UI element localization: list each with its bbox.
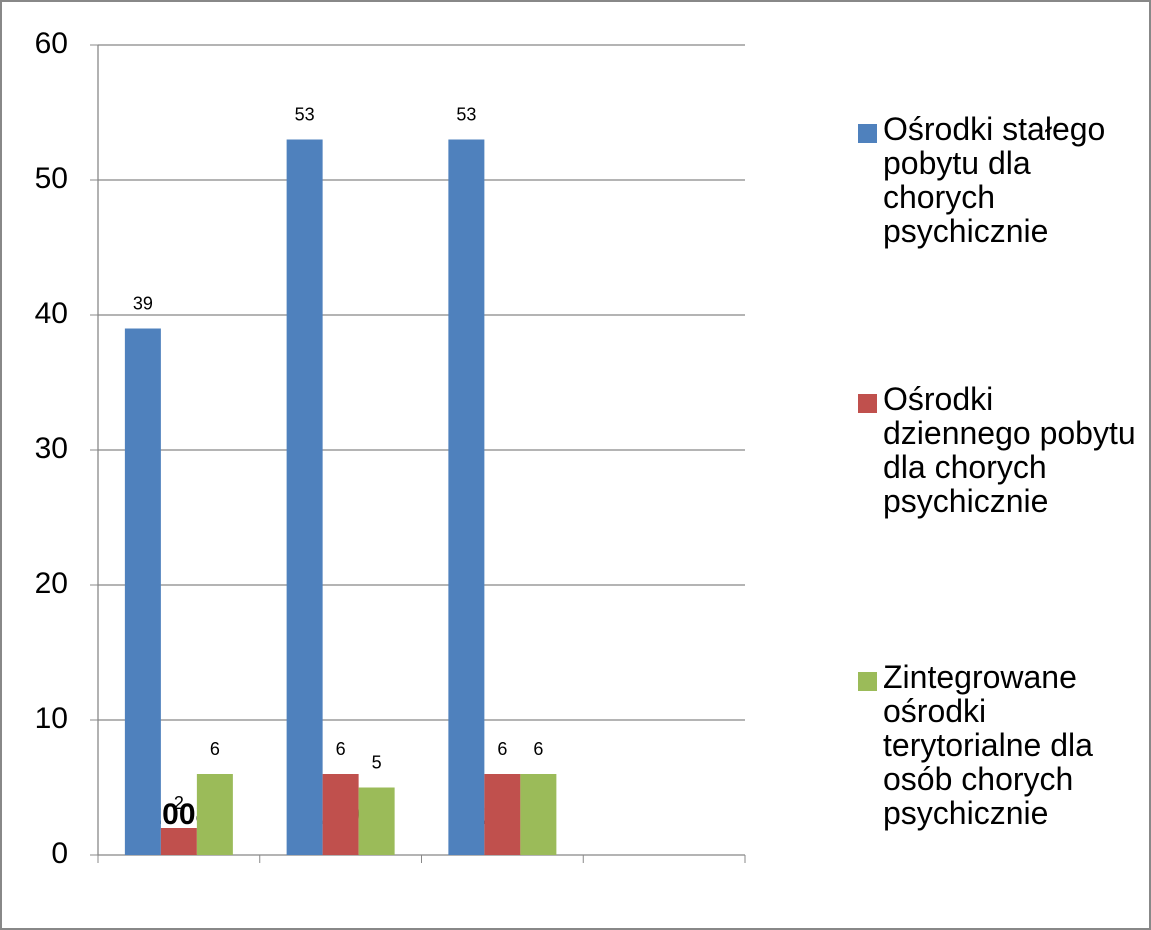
y-tick-label: 50	[35, 162, 68, 195]
value-label: 39	[133, 293, 153, 313]
legend-label: Ośrodki dziennego pobytu dla chorych psy…	[883, 381, 1136, 519]
value-label: 6	[497, 739, 507, 759]
bar	[160, 828, 197, 855]
value-label: 6	[336, 739, 346, 759]
bar	[358, 787, 395, 855]
value-label: 6	[533, 739, 543, 759]
bar	[196, 774, 233, 855]
y-tick-label: 40	[35, 297, 68, 330]
bar	[322, 774, 359, 855]
value-label: 6	[210, 739, 220, 759]
legend-item: Ośrodki dziennego pobytu dla chorych psy…	[858, 382, 1148, 518]
value-label: 53	[295, 104, 315, 124]
legend-label: Ośrodki stałego pobytu dla chorych psych…	[883, 111, 1106, 249]
bar	[520, 774, 557, 855]
legend-swatch	[858, 672, 877, 691]
y-tick-label: 20	[35, 567, 68, 600]
y-tick-label: 0	[51, 837, 68, 870]
bar	[448, 139, 485, 855]
bar	[286, 139, 323, 855]
y-tick-label: 30	[35, 432, 68, 465]
value-label: 53	[456, 104, 476, 124]
y-tick-label: 60	[35, 27, 68, 60]
legend-item: Ośrodki stałego pobytu dla chorych psych…	[858, 112, 1148, 248]
bar	[124, 328, 161, 855]
legend-label: Zintegrowane ośrodki terytorialne dla os…	[883, 659, 1093, 831]
bar	[484, 774, 521, 855]
legend-swatch	[858, 124, 877, 143]
value-label: 2	[174, 793, 184, 813]
y-tick-label: 10	[35, 702, 68, 735]
legend-item: Zintegrowane ośrodki terytorialne dla os…	[858, 660, 1148, 830]
legend-swatch	[858, 394, 877, 413]
value-label: 5	[372, 752, 382, 772]
